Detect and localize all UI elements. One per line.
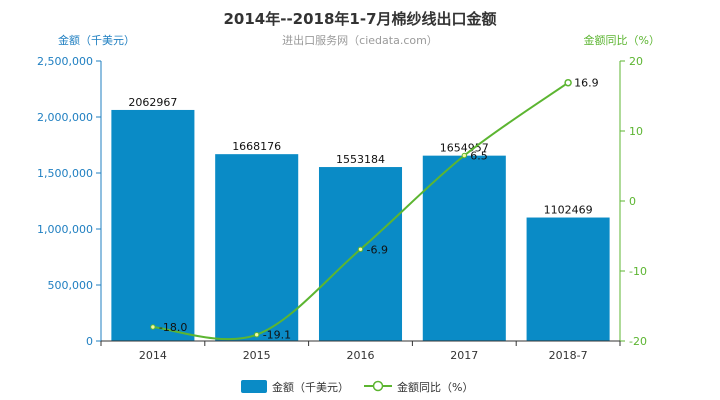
line-point [357, 246, 364, 253]
line-point [461, 152, 467, 159]
y-left-tick-label: 0 [86, 335, 93, 348]
axes: 0 500,000 1,000,000 1,500,000 2,000,000 2,500… [37, 55, 647, 362]
bar [422, 155, 506, 341]
legend-bar-label: 金额（千美元） [272, 380, 349, 394]
legend-line-marker [372, 380, 384, 392]
y-right-tick-label: 10 [629, 125, 643, 138]
line-point [564, 78, 572, 87]
line-point [254, 332, 260, 338]
chart-subtitle: 进出口服务网（ciedata.com） [282, 33, 438, 47]
bar-value-label: 1668176 [232, 140, 281, 153]
line-value-label: -19.1 [263, 329, 291, 342]
legend: 金额（千美元） 金额同比（%） [241, 380, 473, 394]
line-value-label: -18.0 [159, 321, 187, 334]
y-right-tick-label: -10 [629, 265, 647, 278]
bar-value-label: 1102469 [544, 204, 593, 217]
line-value-label: 6.5 [470, 150, 488, 163]
bar [318, 167, 403, 341]
x-tick-label: 2016 [347, 349, 375, 362]
x-tick-label: 2014 [139, 349, 167, 362]
y-right-tick-label: 20 [629, 55, 643, 68]
y-left-tick-label: 2,000,000 [37, 111, 93, 124]
line-value-label: 16.9 [574, 77, 599, 90]
x-tick-label: 2018-7 [549, 349, 588, 362]
bar-value-label: 1553184 [336, 153, 385, 166]
y-left-tick-label: 1,000,000 [37, 223, 93, 236]
y-left-tick-label: 2,500,000 [37, 55, 93, 68]
y-right-tick-label: 0 [629, 195, 636, 208]
line-series: -18.0 -19.1 -6.9 6.5 16.9 [150, 77, 599, 342]
x-tick-label: 2017 [450, 349, 478, 362]
bar [111, 109, 195, 341]
y-right-axis-title: 金额同比（%） [584, 33, 660, 47]
line-point [150, 324, 156, 330]
y-left-tick-label: 1,500,000 [37, 167, 93, 180]
bar-value-label: 2062967 [128, 96, 177, 109]
bar [526, 217, 610, 341]
line-value-label: -6.9 [367, 243, 388, 256]
legend-bar-swatch [241, 380, 267, 393]
y-left-tick-label: 500,000 [48, 279, 94, 292]
y-right-tick-label: -20 [629, 335, 647, 348]
y-left-axis-title: 金额（千美元） [58, 33, 135, 47]
chart-title: 2014年--2018年1-7月棉纱线出口金额 [223, 10, 496, 28]
legend-line-label: 金额同比（%） [397, 380, 473, 394]
x-tick-label: 2015 [243, 349, 271, 362]
bar [215, 154, 299, 341]
